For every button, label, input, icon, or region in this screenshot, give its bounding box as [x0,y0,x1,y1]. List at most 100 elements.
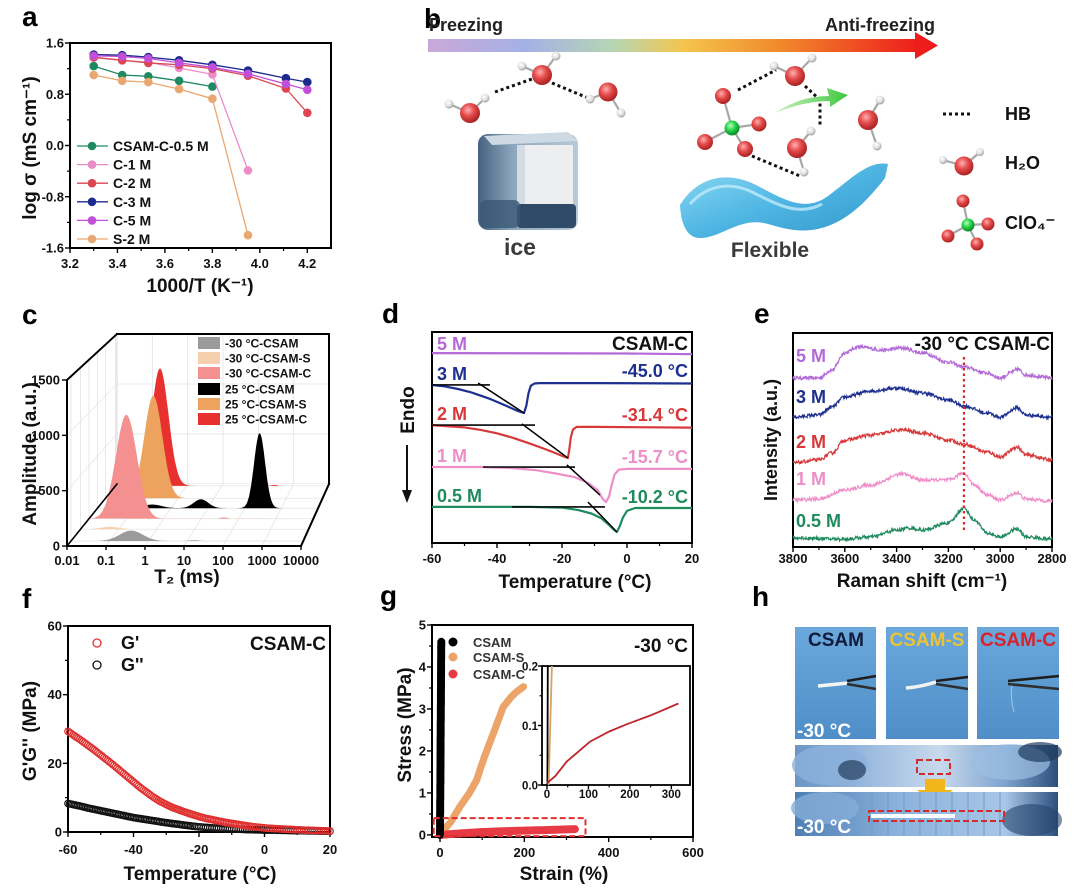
legend-label-water: H₂O [1005,153,1040,173]
legend-marker [448,669,458,679]
y-tick-label: 3 [419,701,426,716]
legend-marker [92,660,102,670]
x-tick-label: 3000 [986,551,1015,566]
photo-after-stretch: -30 °C [791,792,1062,838]
data-point [174,58,184,68]
y-tick-label: 1000 [31,428,60,443]
data-point [89,70,98,80]
inset-series-line [546,702,679,784]
onset-temperature-label: -10.2 °C [622,487,688,507]
panel-label-h: h [752,581,769,612]
x-tick-label: 0 [261,842,268,857]
trace-label: 3 M [796,387,826,407]
legend-marker [87,197,97,207]
box-edge [65,482,119,548]
x-tick-label: 200 [620,789,639,801]
legend-label: 25 °C-CSAM-S [225,398,306,412]
chart-title: CSAM-C [250,634,326,655]
legend-marker [87,141,97,151]
trace-label: 2 M [437,404,467,424]
hydrogen-bond-dots [803,84,822,127]
plot-frame [67,625,331,833]
sample-strip [817,681,849,688]
photo-label: CSAM [808,630,864,651]
trace-label: 1 M [796,469,826,489]
endo-down-arrow-icon [402,445,412,503]
x-tick-label: 3.6 [156,256,174,271]
y-tick-label: 0 [55,825,62,840]
hydrogen-bond-dots [737,68,777,92]
flexible-label: Flexible [731,239,809,262]
trace-label: 1 M [437,446,467,466]
trace-label: 0.5 M [437,486,482,506]
legend-label: -30 °C-CSAM [225,337,298,351]
x-tick-label: 2800 [1038,551,1067,566]
trace-label: 3 M [437,364,467,384]
inset-background [542,666,690,785]
y-tick-label: 1.6 [46,36,64,51]
series-area [71,530,304,541]
diagram-legend: HB H₂O ClO₄⁻ [939,104,1055,251]
legend-label: C-1 M [113,157,151,173]
series-line [431,352,693,356]
legend-label: CSAM [473,635,511,650]
panel-labels: a b c d e f g h [22,1,770,614]
x-tick-label: -20 [190,842,209,857]
x-tick-label: 20 [685,551,699,566]
x-tick-label: 3.8 [203,256,221,271]
panel-f-modulus-chart: -60 -40 -20 0 20 0 20 40 60 G'G'' CSAM-C [48,619,338,858]
x-tick-label: 0 [544,789,550,801]
y-axis-title: G'G'' (MPa) [20,681,41,781]
series-line [93,56,308,114]
legend-label: C-3 M [113,194,151,210]
legend-swatch [198,337,220,349]
legend-swatch [198,398,220,410]
x-tick-label: 3.4 [108,256,127,271]
x-tick-label: 200 [513,845,535,860]
data-point [303,85,312,95]
chart-title: CSAM-C [612,334,688,355]
y-tick-label: 4 [419,659,427,674]
x-tick-label: 100 [212,553,234,568]
x-tick-label: -40 [124,842,143,857]
hydrogen-bond-dots [551,81,589,100]
ice-cube-illustration [478,132,578,230]
temperature-label: -30 °C [797,817,851,838]
spectrum-line [792,426,1053,465]
legend-label: CSAM-C-0.5 M [113,138,209,154]
y-tick-label: 0.0 [46,138,64,153]
legend-label: 25 °C-CSAM-C [225,413,307,427]
legend-label: -30 °C-CSAM-C [225,367,311,381]
legend-label: S-2 M [113,231,150,247]
tangent-line [566,464,601,496]
y-tick-label: 5 [419,618,426,633]
y-tick-label: 0 [419,827,426,842]
data-point [326,827,334,835]
legend-marker [92,638,102,648]
hydrogen-bond-dots [751,154,801,178]
x-tick-label: -60 [59,842,78,857]
panel-label-c: c [22,299,38,330]
series-line [93,53,308,83]
y-axis-title-endo: Endo [398,386,419,434]
panel-label-f: f [22,583,32,614]
tangent-line [587,501,618,533]
x-tick-label: 0 [623,551,630,566]
tweezers-icon [846,674,877,691]
x-tick-label: -40 [488,551,507,566]
data-point [321,826,330,835]
spectrum-line [792,470,1053,504]
y-tick-label: -0.8 [42,189,64,204]
onset-temperature-label: -45.0 °C [622,361,688,381]
legend-label: 25 °C-CSAM [225,383,294,397]
water-molecule-icon [517,51,561,85]
spectrum-line [792,506,1053,543]
panel-label-b: b [424,3,441,34]
water-molecule-icon [585,82,626,118]
x-tick-label: 400 [598,845,620,860]
inset-series-line [547,665,553,786]
trace-label: 5 M [796,346,826,366]
data-point [323,827,332,835]
data-point [117,76,127,86]
